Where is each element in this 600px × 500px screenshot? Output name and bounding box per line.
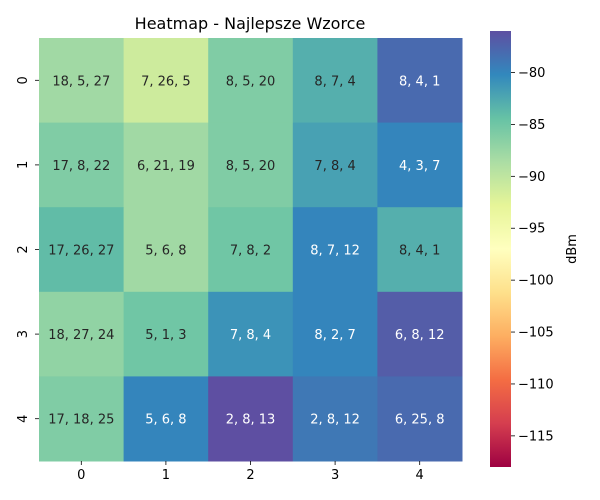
x-tick-label: 2	[246, 468, 254, 483]
cell-annotation-2-1: 5, 6, 8	[145, 244, 186, 259]
y-tick-label: 0	[16, 76, 31, 84]
cell-annotation-4-2: 2, 8, 13	[226, 413, 276, 428]
cell-annotation-0-3: 8, 7, 4	[314, 74, 355, 89]
cell-annotation-0-4: 8, 4, 1	[399, 74, 440, 89]
cell-annotation-3-4: 6, 8, 12	[395, 328, 445, 343]
cell-annotation-3-0: 18, 27, 24	[48, 328, 114, 343]
heatmap-cell-1-2	[208, 122, 294, 208]
cell-annotation-1-0: 17, 8, 22	[52, 159, 110, 174]
cell-annotation-0-0: 18, 5, 27	[52, 74, 110, 89]
colorbar-tick-label: −90	[518, 170, 545, 185]
heatmap-cell-0-4	[377, 38, 463, 124]
cell-annotation-4-1: 5, 6, 8	[145, 413, 186, 428]
heatmap-cell-0-0	[39, 38, 125, 124]
y-axis: 0 1 2 3 4	[16, 76, 39, 423]
heatmap-cell-0-2	[208, 38, 294, 124]
chart-title: Heatmap - Najlepsze Wzorce	[135, 14, 366, 33]
heatmap-cell-3-1	[123, 291, 209, 377]
colorbar-tick-label: −85	[518, 118, 545, 133]
heatmap-cell-4-0	[39, 376, 125, 462]
cell-annotation-4-3: 2, 8, 12	[310, 413, 360, 428]
cell-annotation-1-2: 8, 5, 20	[226, 159, 276, 174]
heatmap-cell-0-1	[123, 38, 209, 124]
cell-annotation-2-3: 8, 7, 12	[310, 244, 360, 259]
x-axis: 0 1 2 3 4	[77, 461, 424, 483]
heatmap-cell-2-4	[377, 207, 463, 293]
y-tick-label: 1	[16, 161, 31, 169]
colorbar-ticks: −80 −85 −90 −95 −100 −105 −110 −115	[511, 66, 554, 444]
cell-annotation-0-1: 7, 26, 5	[141, 74, 191, 89]
x-tick-label: 1	[162, 468, 170, 483]
cell-annotation-2-4: 8, 4, 1	[399, 244, 440, 259]
colorbar-tick-label: −80	[518, 66, 545, 81]
heatmap-cell-1-3	[292, 122, 378, 208]
colorbar-tick-label: −105	[518, 326, 554, 341]
heatmap-cells: 18, 5, 27 7, 26, 5 8, 5, 20 8, 7, 4 8, 4, 1 1…	[39, 38, 463, 462]
cell-annotation-2-2: 7, 8, 2	[230, 244, 271, 259]
heatmap-cell-3-0	[39, 291, 125, 377]
cell-annotation-1-1: 6, 21, 19	[137, 159, 195, 174]
colorbar-tick-label: −100	[518, 274, 554, 289]
colorbar-tick-label: −115	[518, 429, 554, 444]
colorbar	[490, 31, 511, 467]
heatmap-cell-4-2	[208, 376, 294, 462]
cell-annotation-4-0: 17, 18, 25	[48, 413, 114, 428]
heatmap-cell-1-0	[39, 122, 125, 208]
cell-annotation-3-1: 5, 1, 3	[145, 328, 186, 343]
heatmap-cell-4-1	[123, 376, 209, 462]
heatmap-cell-1-4	[377, 122, 463, 208]
heatmap-cell-4-4	[377, 376, 463, 462]
cell-annotation-4-4: 6, 25, 8	[395, 413, 445, 428]
heatmap-cell-0-3	[292, 38, 378, 124]
heatmap-cell-2-3	[292, 207, 378, 293]
y-tick-label: 4	[16, 415, 31, 423]
heatmap-cell-2-1	[123, 207, 209, 293]
cell-annotation-1-3: 7, 8, 4	[314, 159, 355, 174]
heatmap-cell-3-4	[377, 291, 463, 377]
heatmap-cell-3-3	[292, 291, 378, 377]
x-tick-label: 0	[77, 468, 85, 483]
cell-annotation-3-2: 7, 8, 4	[230, 328, 271, 343]
y-tick-label: 3	[16, 330, 31, 338]
heatmap-cell-2-2	[208, 207, 294, 293]
heatmap-cell-2-0	[39, 207, 125, 293]
colorbar-tick-label: −110	[518, 377, 554, 392]
cell-annotation-2-0: 17, 26, 27	[48, 244, 114, 259]
cell-annotation-3-3: 8, 2, 7	[314, 328, 355, 343]
colorbar-tick-label: −95	[518, 222, 545, 237]
heatmap-cell-3-2	[208, 291, 294, 377]
x-tick-label: 3	[331, 468, 339, 483]
heatmap-cell-4-3	[292, 376, 378, 462]
cell-annotation-1-4: 4, 3, 7	[399, 159, 440, 174]
cell-annotation-0-2: 8, 5, 20	[226, 74, 276, 89]
heatmap-cell-1-1	[123, 122, 209, 208]
x-tick-label: 4	[416, 468, 424, 483]
y-tick-label: 2	[16, 245, 31, 253]
colorbar-label: dBm	[565, 234, 580, 264]
